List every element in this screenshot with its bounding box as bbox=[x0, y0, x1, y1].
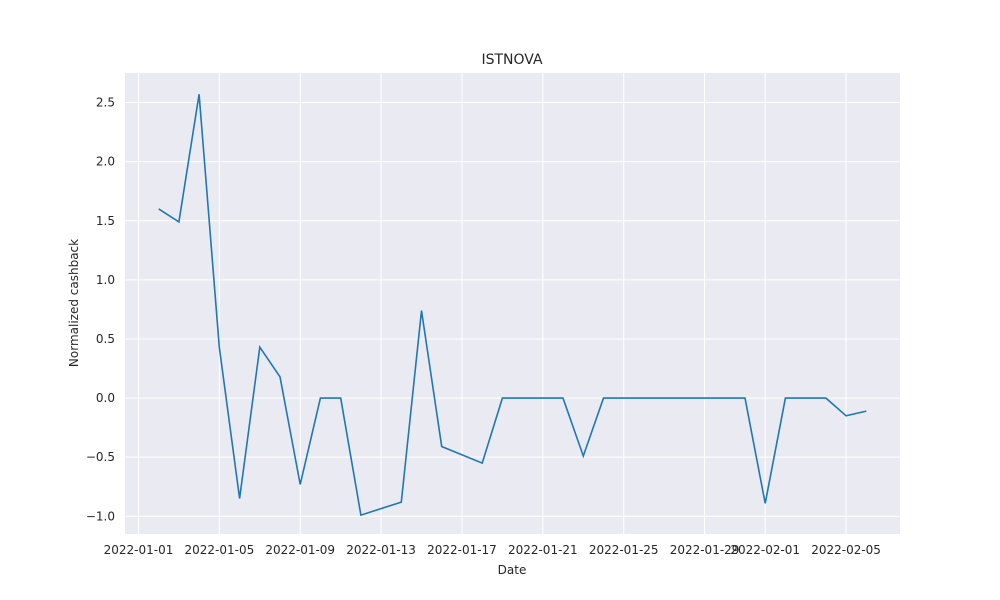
y-tick-label: 2.5 bbox=[96, 96, 115, 110]
y-tick-label: 2.0 bbox=[96, 155, 115, 169]
x-tick-label: 2022-01-17 bbox=[427, 543, 497, 557]
chart-title: ISTNOVA bbox=[481, 52, 542, 68]
plot-area bbox=[125, 73, 900, 534]
y-tick-label: 0.0 bbox=[96, 391, 115, 405]
series-line bbox=[158, 94, 867, 517]
x-tick-label: 2022-02-05 bbox=[811, 543, 881, 557]
x-tick-label: 2022-01-13 bbox=[346, 543, 416, 557]
x-tick-label: 2022-01-29 bbox=[670, 543, 740, 557]
y-tick-label: 1.0 bbox=[96, 273, 115, 287]
y-axis-label: Normalized cashback bbox=[67, 239, 81, 367]
y-tick-label: −0.5 bbox=[86, 450, 115, 464]
x-tick-label: 2022-01-25 bbox=[589, 543, 659, 557]
x-tick-label: 2022-02-01 bbox=[730, 543, 800, 557]
y-tick-label: 0.5 bbox=[96, 332, 115, 346]
y-tick-label: 1.5 bbox=[96, 214, 115, 228]
x-tick-label: 2022-01-09 bbox=[265, 543, 335, 557]
x-axis: 2022-01-01 2022-01-05 2022-01-09 2022-01-13… bbox=[104, 543, 881, 557]
x-tick-label: 2022-01-05 bbox=[184, 543, 254, 557]
y-axis: −1.0 −0.5 0.0 0.5 1.0 1.5 2.0 2.5 bbox=[86, 96, 115, 524]
x-tick-label: 2022-01-01 bbox=[104, 543, 174, 557]
y-tick-label: −1.0 bbox=[86, 509, 115, 523]
x-axis-label: Date bbox=[498, 563, 527, 577]
x-tick-label: 2022-01-21 bbox=[508, 543, 578, 557]
